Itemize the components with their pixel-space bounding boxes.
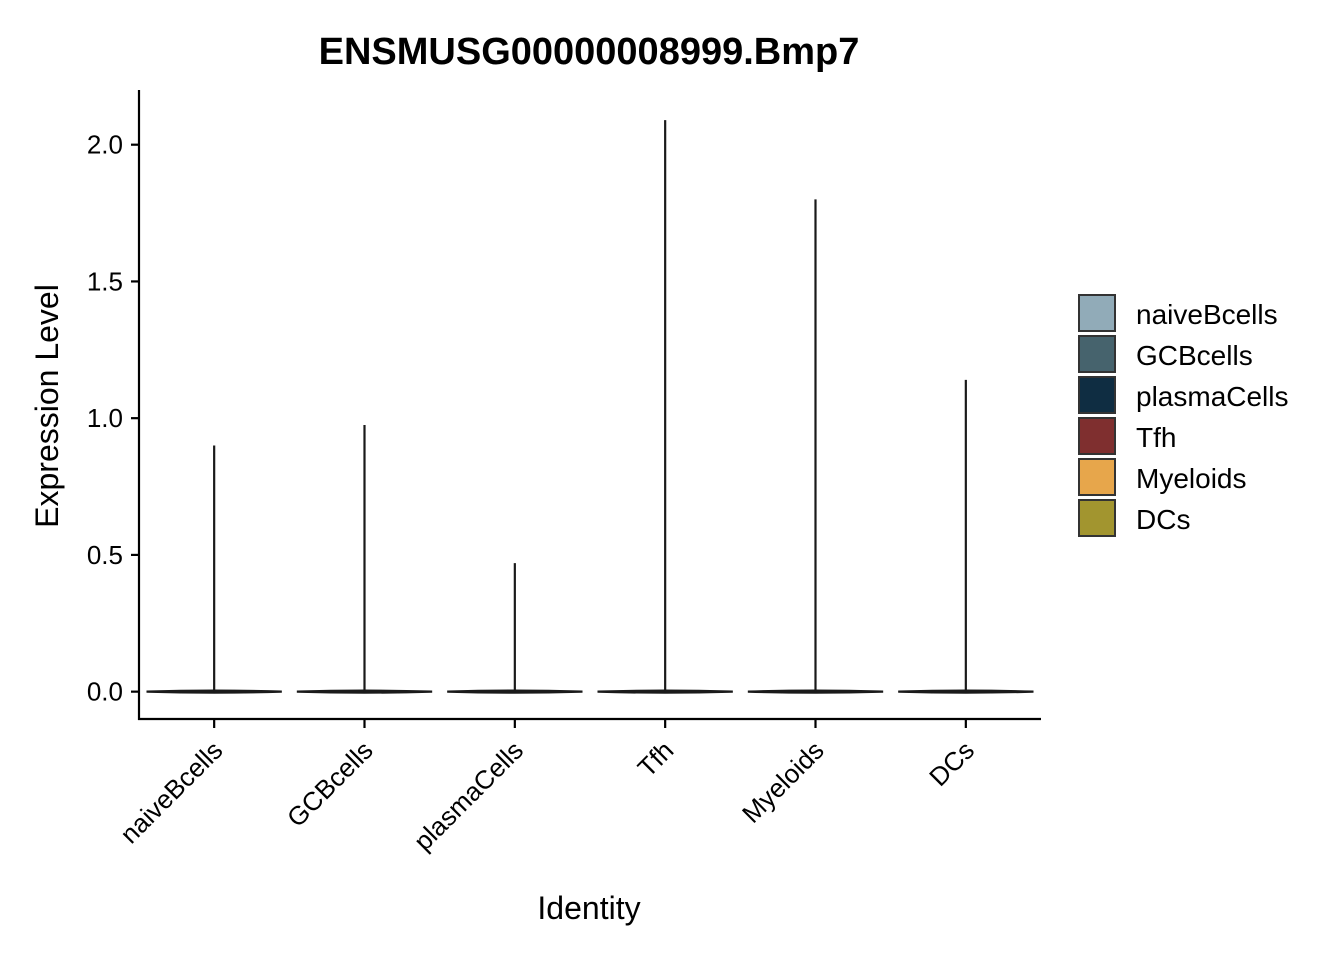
legend-label: Tfh <box>1136 422 1176 453</box>
legend-key-naiveBcells <box>1078 294 1116 332</box>
y-axis: 0.0 0.5 1.0 1.5 2.0 <box>87 130 139 707</box>
legend-label: DCs <box>1136 504 1190 535</box>
chart-title: ENSMUSG00000008999.Bmp7 <box>319 31 860 73</box>
legend: naiveBcells GCBcells plasmaCells Tfh Myeloid… <box>1078 294 1289 537</box>
legend-label: GCBcells <box>1136 340 1253 371</box>
x-axis: naiveBcells GCBcells plasmaCells Tfh Myeloid… <box>114 719 980 856</box>
x-tick-label: naiveBcells <box>114 735 228 849</box>
legend-label: naiveBcells <box>1136 299 1278 330</box>
y-tick-label: 1.0 <box>87 403 123 433</box>
legend-key-Myeloids <box>1078 458 1116 496</box>
x-tick-label: DCs <box>923 735 980 792</box>
legend-label: plasmaCells <box>1136 381 1289 412</box>
x-axis-title: Identity <box>537 890 640 926</box>
y-tick-label: 0.0 <box>87 677 123 707</box>
legend-label: Myeloids <box>1136 463 1246 494</box>
x-tick-label: plasmaCells <box>408 735 529 856</box>
y-axis-title: Expression Level <box>29 284 65 528</box>
x-tick-label: Myeloids <box>736 735 830 829</box>
plot-area <box>146 120 1034 694</box>
legend-key-DCs <box>1078 499 1116 537</box>
legend-key-GCBcells <box>1078 335 1116 373</box>
legend-key-plasmaCells <box>1078 376 1116 414</box>
x-tick-label: Tfh <box>632 735 680 783</box>
y-tick-label: 1.5 <box>87 266 123 296</box>
legend-key-Tfh <box>1078 417 1116 455</box>
y-tick-label: 0.5 <box>87 540 123 570</box>
x-tick-label: GCBcells <box>281 735 379 833</box>
y-tick-label: 2.0 <box>87 130 123 160</box>
